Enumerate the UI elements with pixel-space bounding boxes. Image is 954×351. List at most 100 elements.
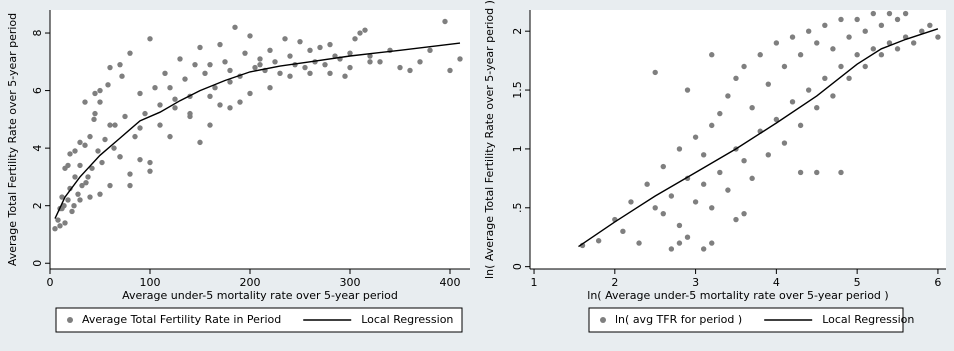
scatter-point bbox=[749, 105, 755, 111]
regression-line bbox=[54, 42, 461, 219]
scatter-point bbox=[77, 197, 83, 203]
scatter-point bbox=[57, 223, 63, 229]
legend-label-scatter: Average Total Fertility Rate in Period bbox=[82, 313, 281, 326]
scatter-point bbox=[927, 22, 933, 29]
scatter-point bbox=[757, 52, 763, 58]
scatter-point bbox=[87, 133, 93, 140]
scatter-point bbox=[177, 56, 183, 62]
scatter-point bbox=[202, 70, 208, 77]
scatter-point bbox=[749, 175, 755, 182]
scatter-point bbox=[854, 52, 860, 58]
scatter-point bbox=[352, 36, 358, 42]
scatter-point bbox=[307, 47, 313, 53]
scatter-point bbox=[652, 69, 658, 76]
scatter-point bbox=[733, 216, 739, 223]
scatter-point bbox=[97, 87, 103, 94]
scatter-point bbox=[82, 99, 88, 105]
scatter-point bbox=[182, 76, 188, 82]
scatter-point bbox=[122, 113, 128, 120]
x-tick-label: 6 bbox=[934, 276, 941, 289]
scatter-point bbox=[99, 159, 105, 166]
scatter-point bbox=[781, 140, 788, 146]
scatter-point bbox=[71, 202, 77, 209]
scatter-point bbox=[62, 220, 68, 226]
scatter-point bbox=[157, 102, 163, 108]
scatter-point bbox=[684, 87, 691, 93]
scatter-point bbox=[152, 85, 158, 91]
scatter-point bbox=[79, 182, 85, 189]
scatter-point bbox=[814, 40, 820, 46]
scatter-point bbox=[167, 85, 173, 91]
legend-marker-scatter bbox=[600, 317, 606, 323]
scatter-point bbox=[894, 16, 901, 23]
scatter-point bbox=[709, 122, 715, 129]
scatter-point bbox=[636, 240, 642, 246]
scatter-point bbox=[717, 169, 723, 176]
legend-box bbox=[588, 307, 904, 333]
scatter-point bbox=[789, 99, 796, 105]
scatter-point bbox=[709, 52, 715, 58]
scatter-point bbox=[237, 99, 243, 105]
scatter-point bbox=[700, 181, 707, 187]
scatter-point bbox=[59, 194, 65, 200]
scatter-point bbox=[417, 59, 423, 65]
scatter-point bbox=[232, 24, 238, 30]
scatter-point bbox=[67, 151, 73, 157]
scatter-point bbox=[347, 50, 353, 56]
scatter-point bbox=[910, 40, 917, 46]
scatter-point bbox=[362, 27, 368, 33]
scatter-point bbox=[620, 228, 626, 235]
y-tick-label: 8 bbox=[31, 30, 44, 37]
scatter-point bbox=[700, 152, 707, 158]
scatter-point bbox=[297, 38, 303, 45]
x-tick-label: 100 bbox=[140, 276, 161, 289]
scatter-point bbox=[222, 59, 228, 65]
y-tick-label: 6 bbox=[31, 87, 44, 94]
scatter-point bbox=[870, 10, 877, 17]
scatter-point bbox=[287, 53, 293, 59]
scatter-point bbox=[105, 82, 111, 88]
scatter-point bbox=[846, 34, 852, 40]
scatter-point bbox=[117, 61, 123, 68]
scatter-point bbox=[227, 105, 233, 111]
scatter-point bbox=[307, 70, 313, 77]
y-tick-label: 2 bbox=[511, 28, 524, 35]
left-chart-svg: 0 2 4 6 8 0 100 200 300 400 Average under-5 mortal… bbox=[6, 10, 470, 333]
scatter-point bbox=[789, 34, 796, 40]
scatter-point bbox=[77, 139, 83, 146]
scatter-point bbox=[112, 122, 118, 128]
scatter-point bbox=[127, 182, 133, 189]
scatter-point bbox=[878, 22, 885, 29]
scatter-point bbox=[878, 52, 885, 58]
scatter-point bbox=[137, 156, 143, 163]
scatter-point bbox=[838, 169, 844, 176]
scatter-point bbox=[805, 87, 812, 93]
scatter-point bbox=[95, 148, 101, 154]
scatter-point bbox=[172, 96, 178, 102]
scatter-point bbox=[247, 33, 253, 39]
scatter-point bbox=[91, 116, 97, 123]
legend-label-line: Local Regression bbox=[822, 313, 914, 326]
scatter-point bbox=[700, 246, 707, 252]
legend-marker-scatter bbox=[67, 317, 73, 323]
right-chart-panel: 0 .5 1 1.5 2 1 2 3 4 5 6 ln( Average under-5 mortal… bbox=[477, 0, 954, 347]
x-tick-label: 2 bbox=[611, 276, 618, 289]
y-tick-label: 0 bbox=[31, 260, 44, 267]
scatter-point bbox=[197, 139, 203, 146]
scatter-point bbox=[87, 194, 93, 200]
left-chart-panel: 0 2 4 6 8 0 100 200 300 400 Average under-5 mortal… bbox=[0, 0, 477, 347]
x-tick-label: 3 bbox=[692, 276, 699, 289]
x-tick-label: 5 bbox=[854, 276, 861, 289]
scatter-point bbox=[684, 234, 691, 240]
scatter-point bbox=[838, 63, 844, 70]
scatter-point bbox=[147, 168, 153, 174]
scatter-point bbox=[628, 199, 634, 205]
scatter-point bbox=[267, 85, 273, 91]
scatter-point bbox=[77, 162, 83, 169]
scatter-point bbox=[709, 240, 715, 246]
scatter-point bbox=[127, 171, 133, 177]
x-tick-label: 4 bbox=[773, 276, 780, 289]
scatter-point bbox=[72, 148, 78, 154]
scatter-point bbox=[217, 41, 223, 48]
